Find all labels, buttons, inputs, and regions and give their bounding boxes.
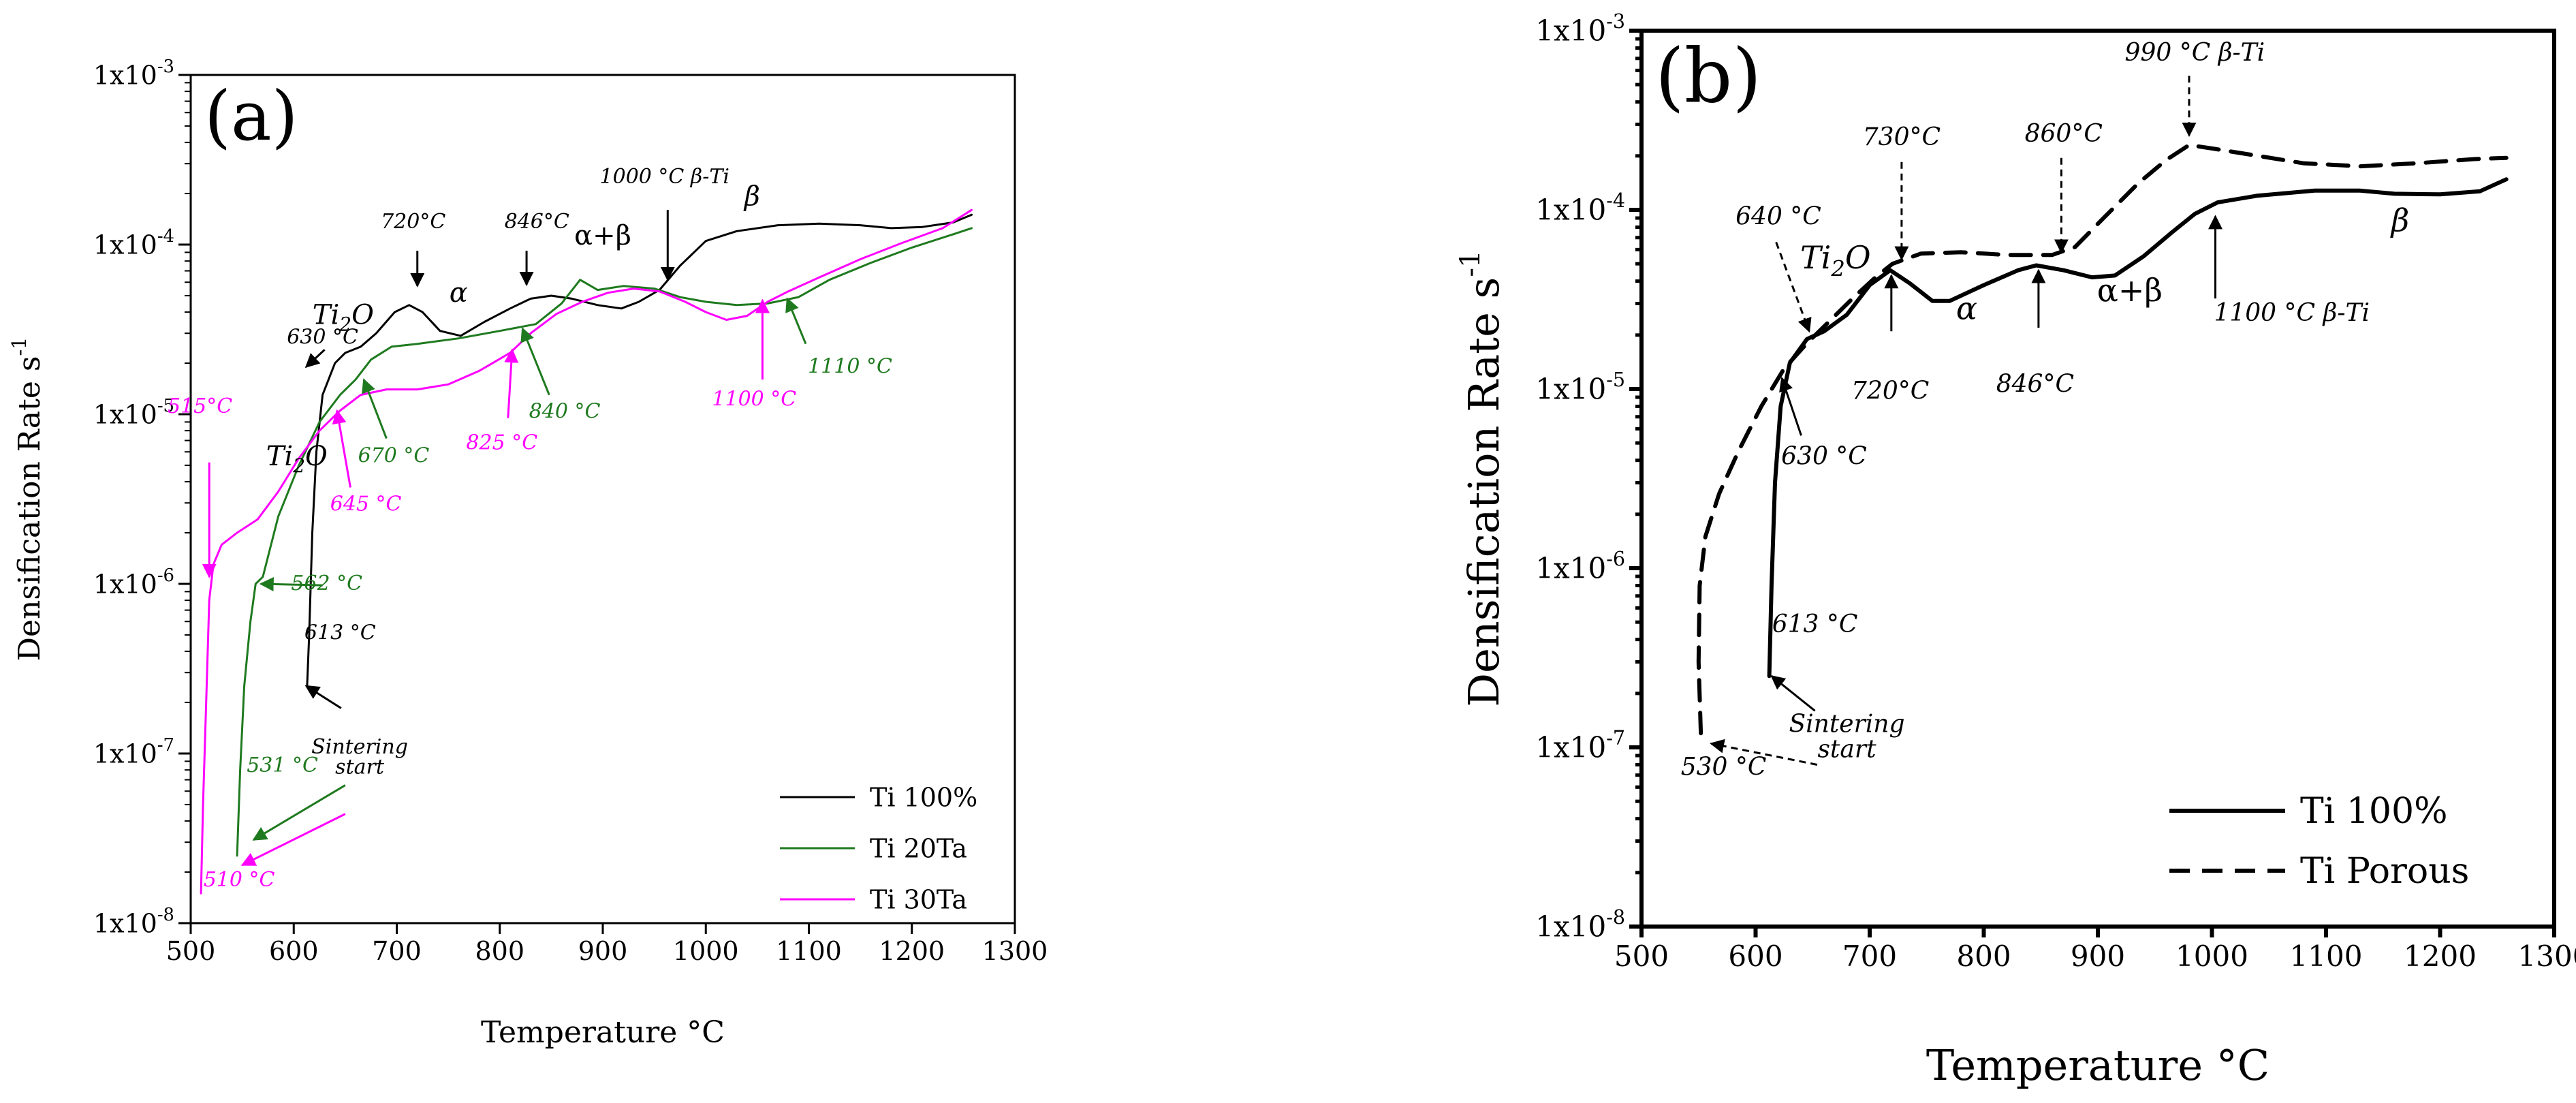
annotation-arrow <box>520 327 550 396</box>
x-tick-label: 900 <box>578 936 628 966</box>
annotation-label: Ti2O <box>1800 239 1871 282</box>
annotation-label: 630 °C <box>287 326 358 349</box>
annotation-label: 1100 °C β-Ti <box>2214 299 2370 327</box>
annotation-label: 990 °C β-Ti <box>2125 39 2265 67</box>
y-axis-title: Densification Rate s-1 <box>1454 250 1509 706</box>
legend-label: Ti Porous <box>2300 851 2469 892</box>
annotation-label: Ti2O <box>266 441 328 477</box>
legend-label: Ti 100% <box>870 782 977 812</box>
x-tick-label: 700 <box>1842 939 1897 973</box>
x-tick-label: 1100 <box>2290 939 2363 973</box>
annotation-label: 562 °C <box>291 572 362 595</box>
annotation-label: β <box>743 181 760 213</box>
x-tick-label: 1100 <box>776 936 842 966</box>
annotation-arrow <box>240 813 346 867</box>
annotation-label: 1000 °C β-Ti <box>600 165 729 189</box>
y-tick-label: 1x10-5 <box>1535 368 1625 406</box>
annotation-arrow <box>259 576 323 591</box>
annotation-label: 846°C <box>505 210 569 234</box>
x-tick-label: 1200 <box>879 936 945 966</box>
x-tick-label: 800 <box>475 936 524 966</box>
series-line-ti-porous <box>1696 142 2509 736</box>
legend-label: Ti 100% <box>2300 791 2448 832</box>
annotation-label: 730°C <box>1863 123 1941 151</box>
y-tick-label: 1x10-7 <box>1535 726 1625 764</box>
annotation-label: α <box>450 277 468 309</box>
annotation-label: 613 °C <box>304 621 376 645</box>
y-tick-label: 1x10-6 <box>93 565 174 599</box>
series-line-ti-100- <box>1767 177 2509 679</box>
panel-label: (b) <box>1655 33 1761 120</box>
x-tick-label: 800 <box>1956 939 2011 973</box>
y-tick-label: 1x10-4 <box>1535 189 1625 227</box>
annotation-label: 531 °C <box>247 754 318 777</box>
annotation-label: 630 °C <box>1781 443 1867 471</box>
x-tick-label: 1300 <box>982 936 1048 966</box>
x-tick-label: 600 <box>269 936 319 966</box>
annotation-label: 640 °C <box>1735 202 1821 230</box>
y-tick-label: 1x10-3 <box>1535 10 1625 48</box>
annotation-arrow <box>252 784 346 841</box>
x-axis-title: Temperature °C <box>1926 1040 2269 1090</box>
y-tick-label: 1x10-6 <box>1535 547 1625 585</box>
x-tick-label: 1000 <box>2176 939 2248 973</box>
series-line-ti-100- <box>306 213 973 687</box>
annotation-arrow <box>504 348 519 418</box>
y-tick-label: 1x10-3 <box>93 57 174 90</box>
x-tick-label: 900 <box>2071 939 2125 973</box>
annotation-label: 720°C <box>1851 377 1929 405</box>
x-tick-label: 1200 <box>2404 939 2477 973</box>
annotation-label: 645 °C <box>330 493 402 516</box>
annotation-label: Ti2O <box>313 300 374 336</box>
y-tick-label: 1x10-4 <box>93 226 174 260</box>
annotation-label: start <box>335 756 385 779</box>
annotation-label: 1100 °C <box>712 388 796 411</box>
panel-a: 500 600 700 800 900 1000 1100 1200 1300 1x10-8 1x1… <box>7 57 1048 1050</box>
annotation-label: 720°C <box>381 210 445 234</box>
annotation-label: α <box>1956 290 1977 327</box>
annotation-label: Sintering <box>1789 710 1904 738</box>
x-axis-title: Temperature °C <box>481 1015 725 1050</box>
annotation-arrow <box>304 349 326 369</box>
annotation-label: Sintering <box>311 735 408 759</box>
x-tick-label: 500 <box>166 936 216 966</box>
annotation-arrow <box>1775 241 1812 333</box>
annotation-label: β <box>2390 202 2410 238</box>
annotation-arrow <box>785 297 807 345</box>
panel-label: (a) <box>204 76 298 156</box>
y-tick-label: 1x10-8 <box>1535 905 1625 944</box>
legend-label: Ti 30Ta <box>870 884 967 914</box>
annotation-label: 846°C <box>1996 371 2074 399</box>
annotation-label: 825 °C <box>466 431 537 455</box>
annotation-arrow <box>1710 739 1818 766</box>
annotation-arrow <box>1779 377 1802 436</box>
x-tick-label: 600 <box>1728 939 1782 973</box>
annotation-label: 530 °C <box>1681 754 1767 781</box>
annotation-label: 670 °C <box>358 444 430 468</box>
annotation-label: start <box>1817 736 1876 764</box>
panel-b: 500 600 700 800 900 1000 1100 1200 1300 1x10-8 1x1… <box>1454 10 2576 1090</box>
annotation-arrow <box>304 685 342 709</box>
y-axis-title: Densification Rate s-1 <box>7 337 47 662</box>
annotation-label: α+β <box>574 220 631 251</box>
annotation-label: 1110 °C <box>808 354 892 378</box>
y-tick-label: 1x10-8 <box>93 905 174 938</box>
annotation-label: 860°C <box>2025 120 2103 148</box>
annotation-arrow <box>362 378 388 439</box>
x-tick-label: 1000 <box>673 936 739 966</box>
annotation-arrow <box>332 409 351 488</box>
x-tick-label: 700 <box>372 936 422 966</box>
annotation-label: α+β <box>2097 272 2163 309</box>
annotation-arrow <box>1770 675 1816 712</box>
annotation-label: 510 °C <box>204 868 275 892</box>
x-tick-label: 500 <box>1614 939 1669 973</box>
y-tick-label: 1x10-5 <box>93 396 174 429</box>
y-tick-label: 1x10-7 <box>93 735 174 768</box>
annotation-label: 613 °C <box>1772 610 1858 638</box>
legend-label: Ti 20Ta <box>870 833 967 863</box>
annotation-label: 840 °C <box>529 400 601 424</box>
x-tick-label: 1300 <box>2518 939 2576 973</box>
annotation-label: 515°C <box>168 394 232 418</box>
